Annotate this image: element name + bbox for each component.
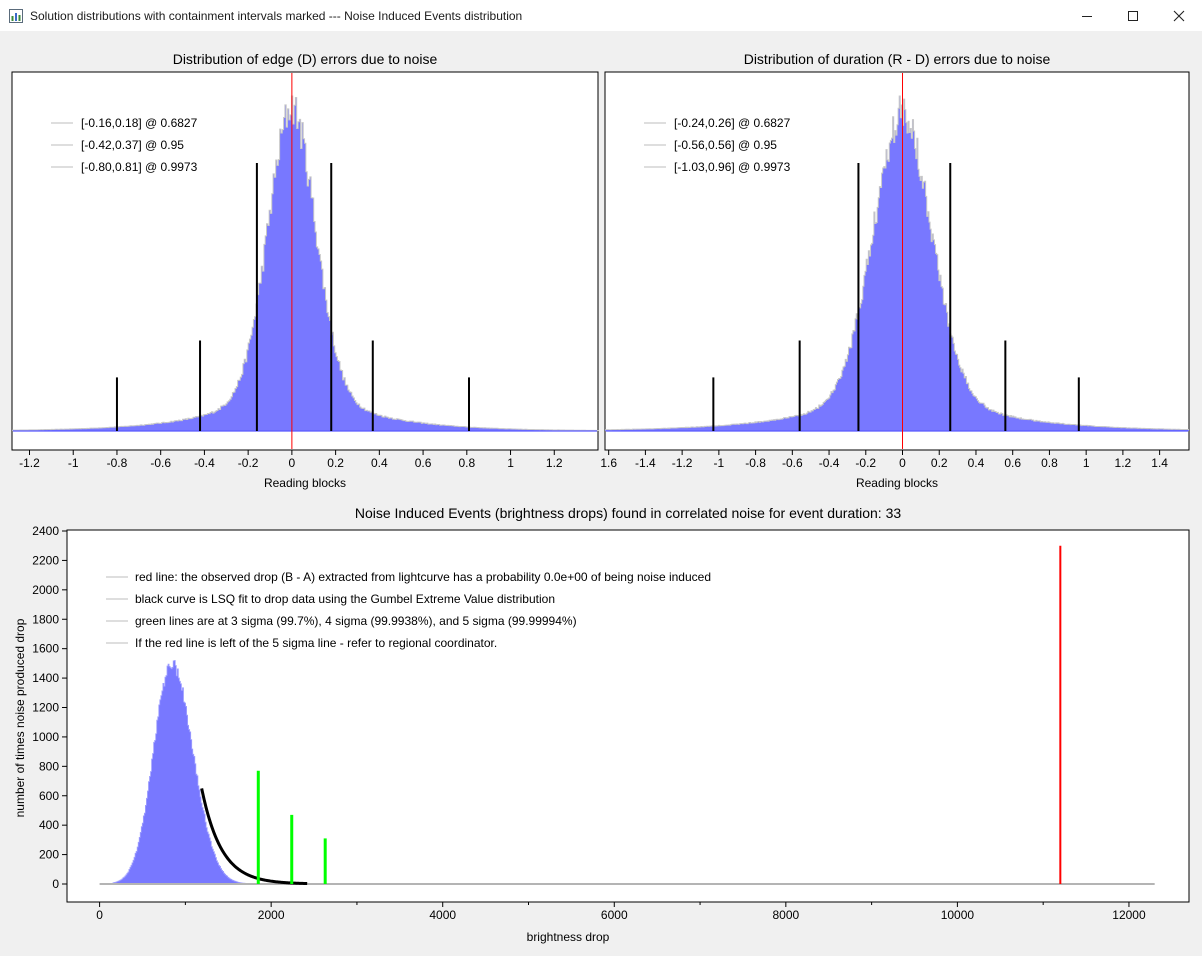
y-tick-label: 1400 [32, 671, 59, 685]
x-tick-label: 0 [899, 456, 906, 470]
x-tick-label: 1.2 [546, 456, 563, 470]
legend-entry: black curve is LSQ fit to drop data usin… [135, 592, 555, 606]
x-tick-label: 10000 [941, 908, 975, 922]
close-icon [1173, 10, 1185, 21]
gumbel-fit-curve [200, 788, 308, 886]
legend-entry: [-0.42,0.37] @ 0.95 [81, 138, 184, 152]
x-tick-label: 1.4 [1151, 456, 1168, 470]
x-tick-label: 0.2 [327, 456, 344, 470]
x-axis-label: brightness drop [527, 930, 610, 944]
x-tick-label: 0 [96, 908, 103, 922]
x-tick-label: -1 [714, 456, 725, 470]
x-tick-label: 1 [1083, 456, 1090, 470]
chart-edge-errors: Distribution of edge (D) errors due to n… [11, 51, 599, 490]
y-tick-label: 2000 [32, 583, 59, 597]
x-tick-label: -0.6 [782, 456, 803, 470]
x-tick-label: 1.6 [600, 456, 617, 470]
chart-window-client: Distribution of edge (D) errors due to n… [0, 31, 1202, 956]
y-tick-label: 2200 [32, 553, 59, 567]
histogram-bars [12, 96, 599, 431]
chart-title: Noise Induced Events (brightness drops) … [355, 505, 902, 521]
y-tick-label: 2400 [32, 524, 59, 538]
chart-title: Distribution of edge (D) errors due to n… [173, 51, 438, 67]
x-tick-label: -1.2 [672, 456, 693, 470]
y-tick-label: 0 [52, 877, 59, 891]
y-axis-label: number of times noise produced drop [13, 618, 27, 817]
x-tick-label: 4000 [429, 908, 456, 922]
close-button[interactable] [1156, 0, 1202, 31]
maximize-button[interactable] [1110, 0, 1156, 31]
y-tick-label: 1800 [32, 612, 59, 626]
x-axis-label: Reading blocks [856, 476, 938, 490]
legend-entry: [-0.16,0.18] @ 0.6827 [81, 116, 198, 130]
legend-entry: green lines are at 3 sigma (99.7%), 4 si… [135, 614, 577, 628]
x-tick-label: 0.2 [931, 456, 948, 470]
x-tick-label: 0 [289, 456, 296, 470]
legend-entry: red line: the observed drop (B - A) extr… [135, 570, 711, 584]
y-tick-label: 400 [39, 818, 59, 832]
x-tick-label: 0.8 [458, 456, 475, 470]
x-tick-label: 0.6 [415, 456, 432, 470]
y-tick-label: 200 [39, 848, 59, 862]
x-tick-label: 6000 [601, 908, 628, 922]
x-tick-label: 0.6 [1004, 456, 1021, 470]
app-chart-icon [9, 8, 23, 23]
histogram-outline [12, 95, 599, 431]
x-tick-label: -0.8 [107, 456, 128, 470]
minimize-icon [1082, 15, 1092, 17]
y-tick-label: 1600 [32, 642, 59, 656]
x-tick-label: -0.2 [238, 456, 259, 470]
x-tick-label: 0.4 [968, 456, 985, 470]
legend-entry: [-0.80,0.81] @ 0.9973 [81, 160, 198, 174]
x-tick-label: 12000 [1112, 908, 1146, 922]
x-tick-label: -0.4 [194, 456, 215, 470]
histogram-outline [112, 660, 263, 885]
histogram-outline [605, 95, 1189, 431]
x-tick-label: 8000 [772, 908, 799, 922]
x-tick-label: -1.2 [19, 456, 40, 470]
chart-duration-errors: Distribution of duration (R - D) errors … [600, 51, 1190, 490]
minimize-button[interactable] [1064, 0, 1110, 31]
y-tick-label: 1200 [32, 701, 59, 715]
maximize-icon [1128, 10, 1138, 21]
legend-entry: [-0.24,0.26] @ 0.6827 [674, 116, 791, 130]
title-bar[interactable]: Solution distributions with containment … [0, 0, 1202, 32]
x-tick-label: -1.4 [635, 456, 656, 470]
y-tick-label: 1000 [32, 730, 59, 744]
x-tick-label: -0.4 [819, 456, 840, 470]
x-tick-label: -1 [68, 456, 79, 470]
legend-entry: If the red line is left of the 5 sigma l… [135, 636, 497, 650]
x-tick-label: -0.8 [745, 456, 766, 470]
legend-entry: [-0.56,0.56] @ 0.95 [674, 138, 777, 152]
legend-entry: [-1.03,0.96] @ 0.9973 [674, 160, 791, 174]
chart-title: Distribution of duration (R - D) errors … [744, 51, 1051, 67]
x-tick-label: 1 [507, 456, 514, 470]
histogram-bars [112, 660, 264, 884]
x-tick-label: -0.6 [150, 456, 171, 470]
y-tick-label: 800 [39, 759, 59, 773]
chart-noise-induced-events: Noise Induced Events (brightness drops) … [13, 505, 1190, 944]
x-tick-label: 0.8 [1041, 456, 1058, 470]
histogram-bars [605, 96, 1189, 431]
window-title: Solution distributions with containment … [30, 8, 523, 23]
x-tick-label: -0.2 [855, 456, 876, 470]
plot-area [66, 529, 1190, 903]
x-tick-label: 1.2 [1115, 456, 1132, 470]
x-axis-label: Reading blocks [264, 476, 346, 490]
x-tick-label: 2000 [258, 908, 285, 922]
y-tick-label: 600 [39, 789, 59, 803]
x-tick-label: 0.4 [371, 456, 388, 470]
charts-canvas: Distribution of edge (D) errors due to n… [11, 51, 1190, 944]
